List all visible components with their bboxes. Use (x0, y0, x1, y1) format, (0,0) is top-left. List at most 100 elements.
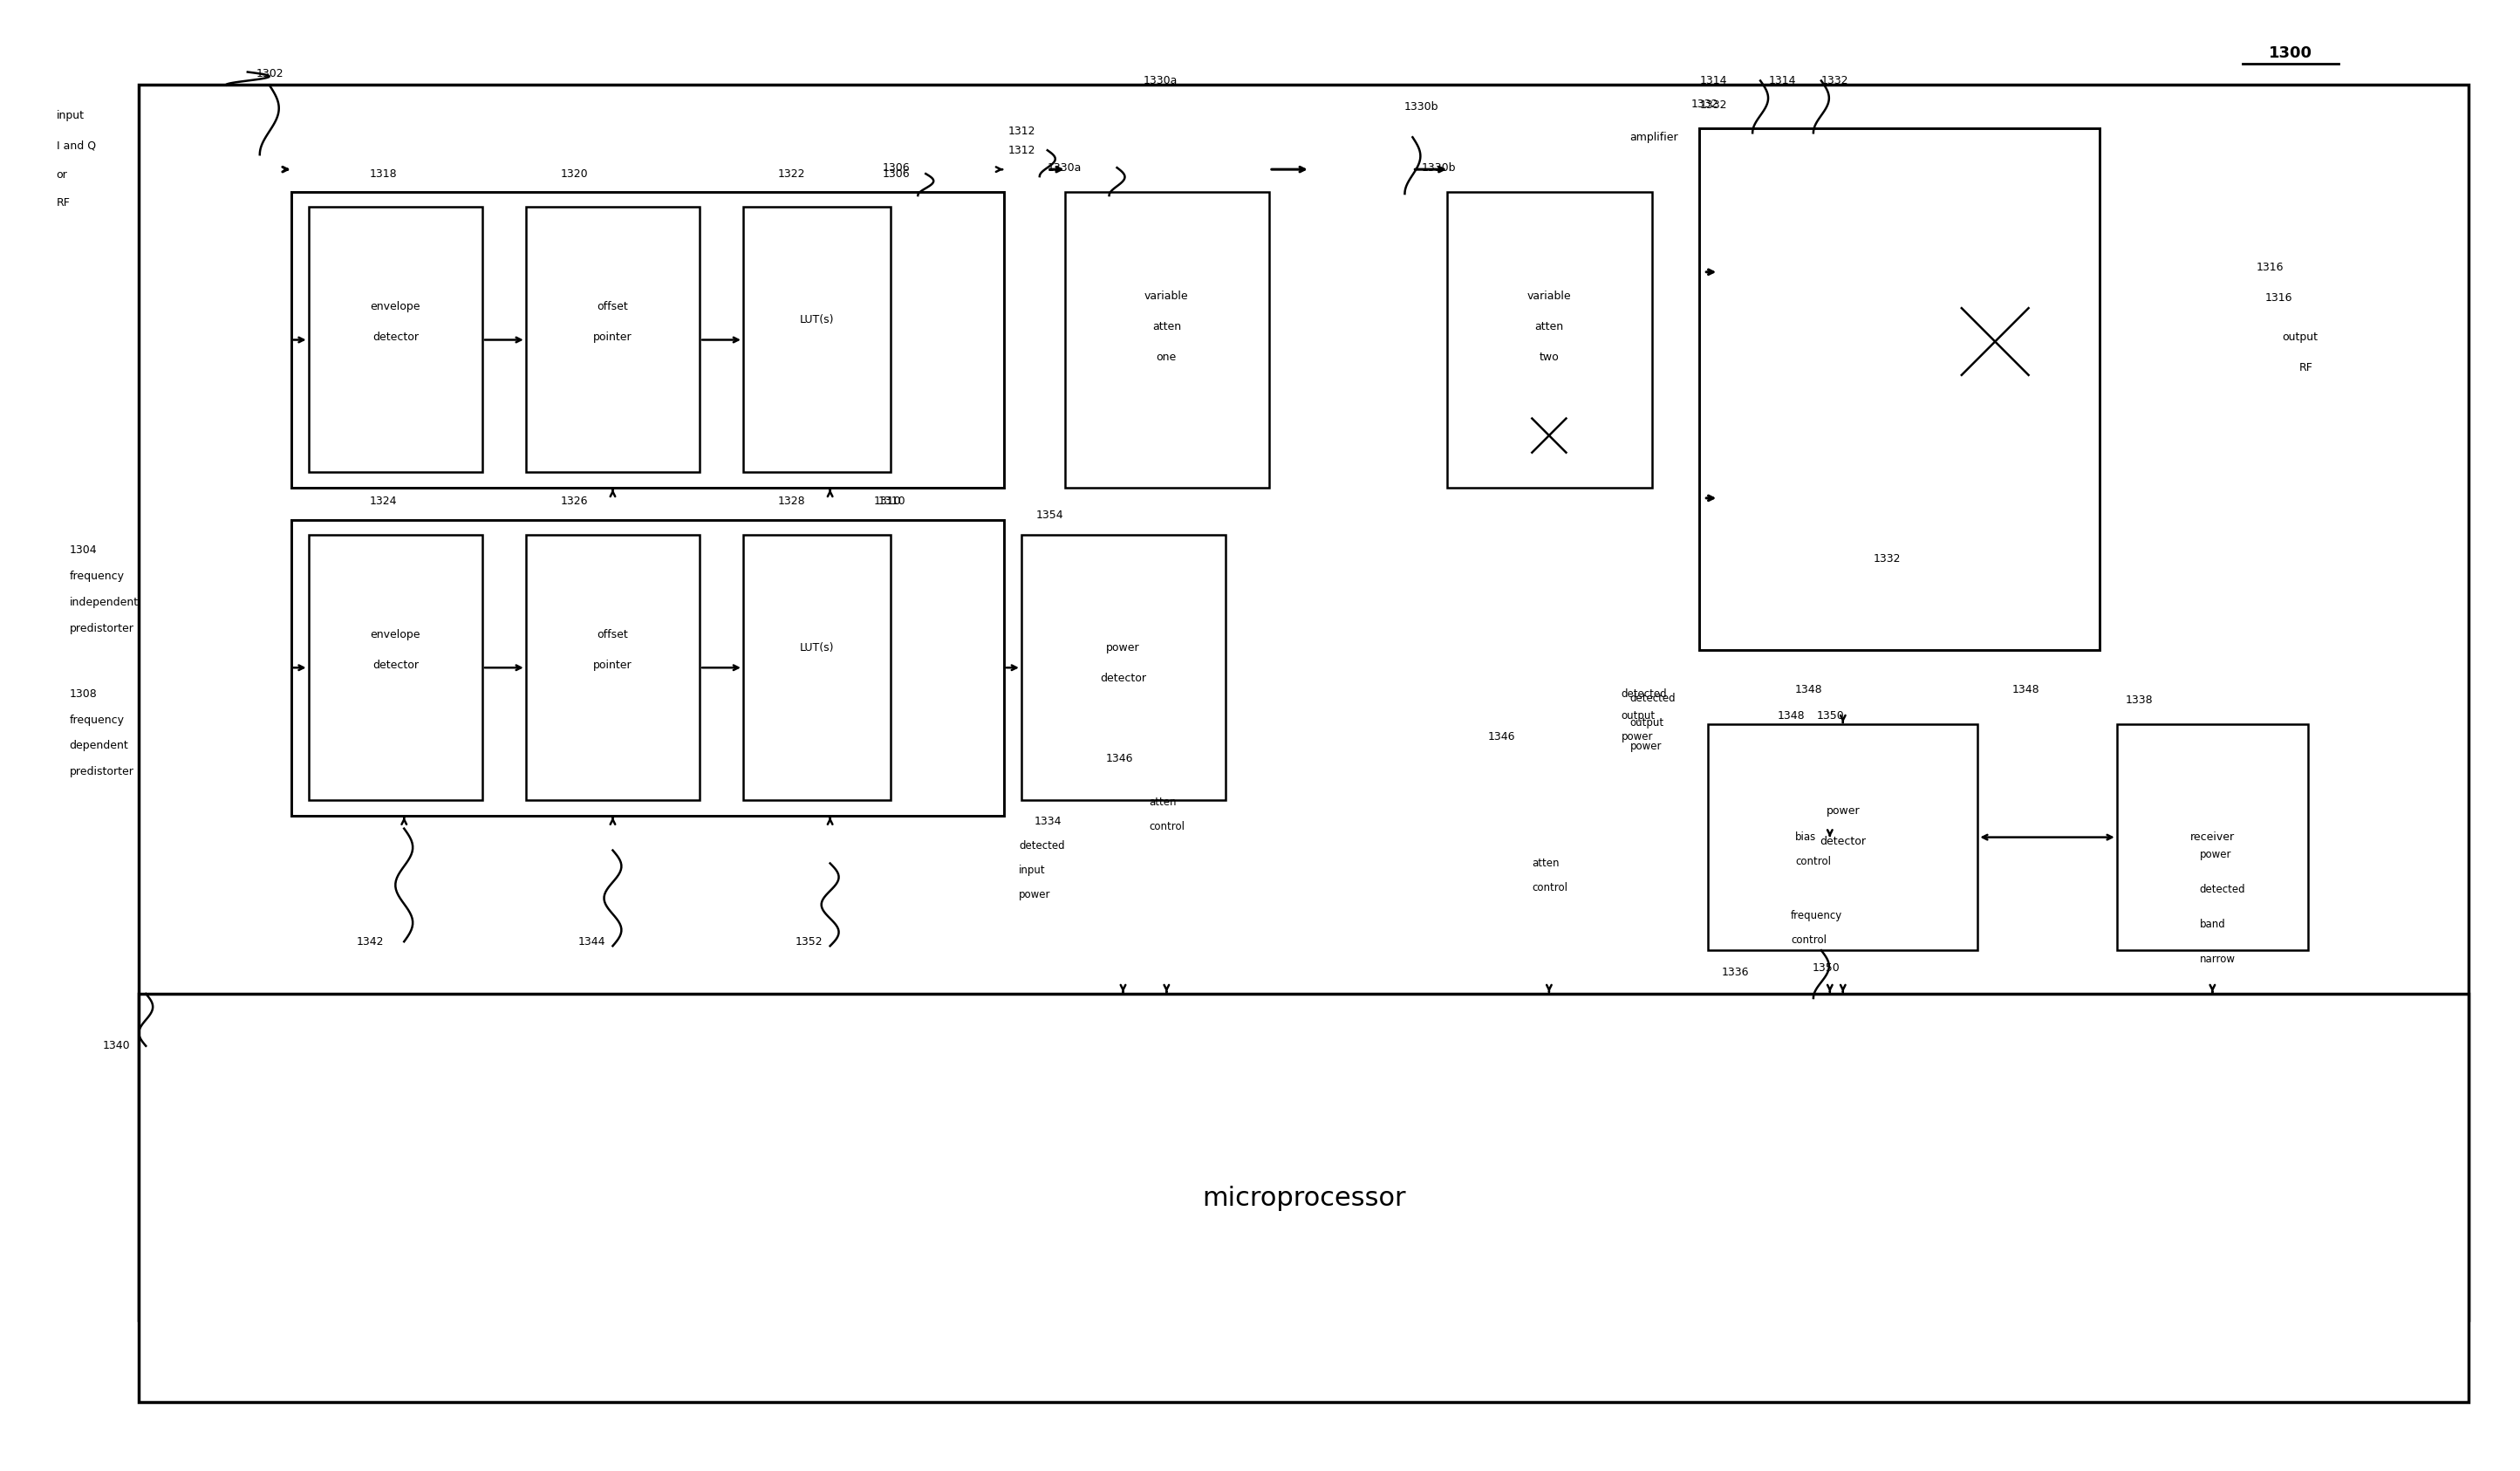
Text: dependent: dependent (71, 740, 129, 752)
Text: 1342: 1342 (355, 936, 383, 947)
Bar (1446, 193, 1651, 488)
Text: output: output (2283, 331, 2318, 343)
Bar (2117, 724, 2308, 950)
Text: 1340: 1340 (103, 1040, 131, 1052)
Text: power: power (1620, 731, 1653, 743)
Text: envelope: envelope (370, 630, 421, 640)
Text: 1330b: 1330b (1421, 162, 1457, 174)
Text: 1354: 1354 (1036, 510, 1063, 521)
Text: LUT(s): LUT(s) (799, 641, 834, 653)
Text: power: power (1106, 641, 1139, 653)
Text: 1334: 1334 (1033, 816, 1061, 827)
Text: 1316: 1316 (2255, 262, 2283, 274)
Text: 1336: 1336 (1721, 966, 1749, 978)
Text: 1348: 1348 (1777, 710, 1804, 721)
Text: power: power (1630, 741, 1661, 753)
Text: detected: detected (1018, 840, 1063, 852)
Text: predistorter: predistorter (71, 766, 134, 778)
Text: control: control (1532, 883, 1567, 893)
Text: 1330a: 1330a (1048, 162, 1081, 174)
Text: 1330a: 1330a (1144, 75, 1177, 87)
Text: control: control (1792, 934, 1827, 946)
Text: variable: variable (1527, 291, 1570, 302)
Bar (307, 534, 481, 800)
Bar (139, 85, 2470, 1319)
Text: control: control (1794, 856, 1832, 868)
Text: 1350: 1350 (1817, 710, 1845, 721)
Text: 1348: 1348 (2013, 684, 2041, 696)
Text: 1332: 1332 (1691, 99, 1719, 110)
Text: offset: offset (597, 630, 627, 640)
Text: detector: detector (1819, 836, 1865, 847)
Text: pointer: pointer (592, 659, 633, 671)
Text: 1310: 1310 (877, 496, 905, 507)
Text: 1304: 1304 (71, 544, 96, 556)
Text: frequency: frequency (71, 715, 123, 725)
Text: I and Q: I and Q (55, 140, 96, 152)
Text: detected: detected (1620, 688, 1668, 699)
Text: band: band (2200, 918, 2225, 930)
Text: output: output (1620, 710, 1656, 721)
Text: 1310: 1310 (874, 496, 902, 507)
Text: control: control (1149, 821, 1184, 833)
Text: 1346: 1346 (1106, 753, 1134, 765)
Text: input: input (55, 110, 83, 121)
Text: power: power (1827, 806, 1860, 816)
Text: atten: atten (1532, 858, 1560, 869)
Text: RF: RF (2298, 362, 2313, 374)
Text: bias: bias (1794, 831, 1817, 843)
Text: pointer: pointer (592, 331, 633, 343)
Text: amplifier: amplifier (1630, 131, 1678, 143)
Bar (1066, 193, 1270, 488)
Bar (527, 207, 701, 472)
Text: 1344: 1344 (577, 936, 605, 947)
Text: 1352: 1352 (796, 936, 824, 947)
Text: detector: detector (373, 331, 418, 343)
Text: atten: atten (1149, 797, 1177, 808)
Text: independent: independent (71, 597, 139, 608)
Text: detected: detected (2200, 884, 2245, 894)
Text: 1328: 1328 (779, 496, 806, 507)
Text: 1308: 1308 (71, 688, 98, 699)
Text: 1312: 1312 (1008, 125, 1036, 137)
Text: 1306: 1306 (882, 162, 910, 174)
Text: 1306: 1306 (882, 168, 910, 179)
Text: 1326: 1326 (559, 496, 587, 507)
Text: 1300: 1300 (2268, 46, 2313, 60)
Text: power: power (2200, 849, 2230, 861)
Text: frequency: frequency (1792, 911, 1842, 921)
Text: one: one (1157, 352, 1177, 363)
Text: LUT(s): LUT(s) (799, 315, 834, 325)
Text: atten: atten (1152, 321, 1182, 332)
Text: 1332: 1332 (1872, 553, 1900, 565)
Text: detected: detected (1630, 693, 1676, 703)
Text: 1332: 1332 (1698, 100, 1726, 110)
Text: 1316: 1316 (2265, 293, 2293, 303)
Bar (743, 207, 892, 472)
Text: 1350: 1350 (1812, 962, 1840, 974)
Text: 1314: 1314 (1698, 75, 1726, 87)
Bar (527, 534, 701, 800)
Text: atten: atten (1535, 321, 1562, 332)
Text: predistorter: predistorter (71, 622, 134, 634)
Text: or: or (55, 169, 68, 181)
Text: power: power (1018, 888, 1051, 900)
Bar (1021, 534, 1225, 800)
Text: narrow: narrow (2200, 953, 2235, 965)
Text: microprocessor: microprocessor (1202, 1186, 1406, 1211)
Text: two: two (1540, 352, 1560, 363)
Text: offset: offset (597, 302, 627, 312)
Bar (139, 994, 2470, 1402)
Text: RF: RF (55, 197, 71, 207)
Text: input: input (1018, 865, 1046, 875)
Text: frequency: frequency (71, 571, 123, 583)
Text: 1314: 1314 (1769, 75, 1797, 87)
Text: detector: detector (1099, 672, 1147, 684)
Text: 1302: 1302 (257, 68, 285, 79)
Text: output: output (1630, 716, 1663, 728)
Bar (307, 207, 481, 472)
Text: 1322: 1322 (779, 168, 806, 179)
Text: 1348: 1348 (1794, 684, 1822, 696)
Bar (290, 193, 1003, 488)
Bar (743, 534, 892, 800)
